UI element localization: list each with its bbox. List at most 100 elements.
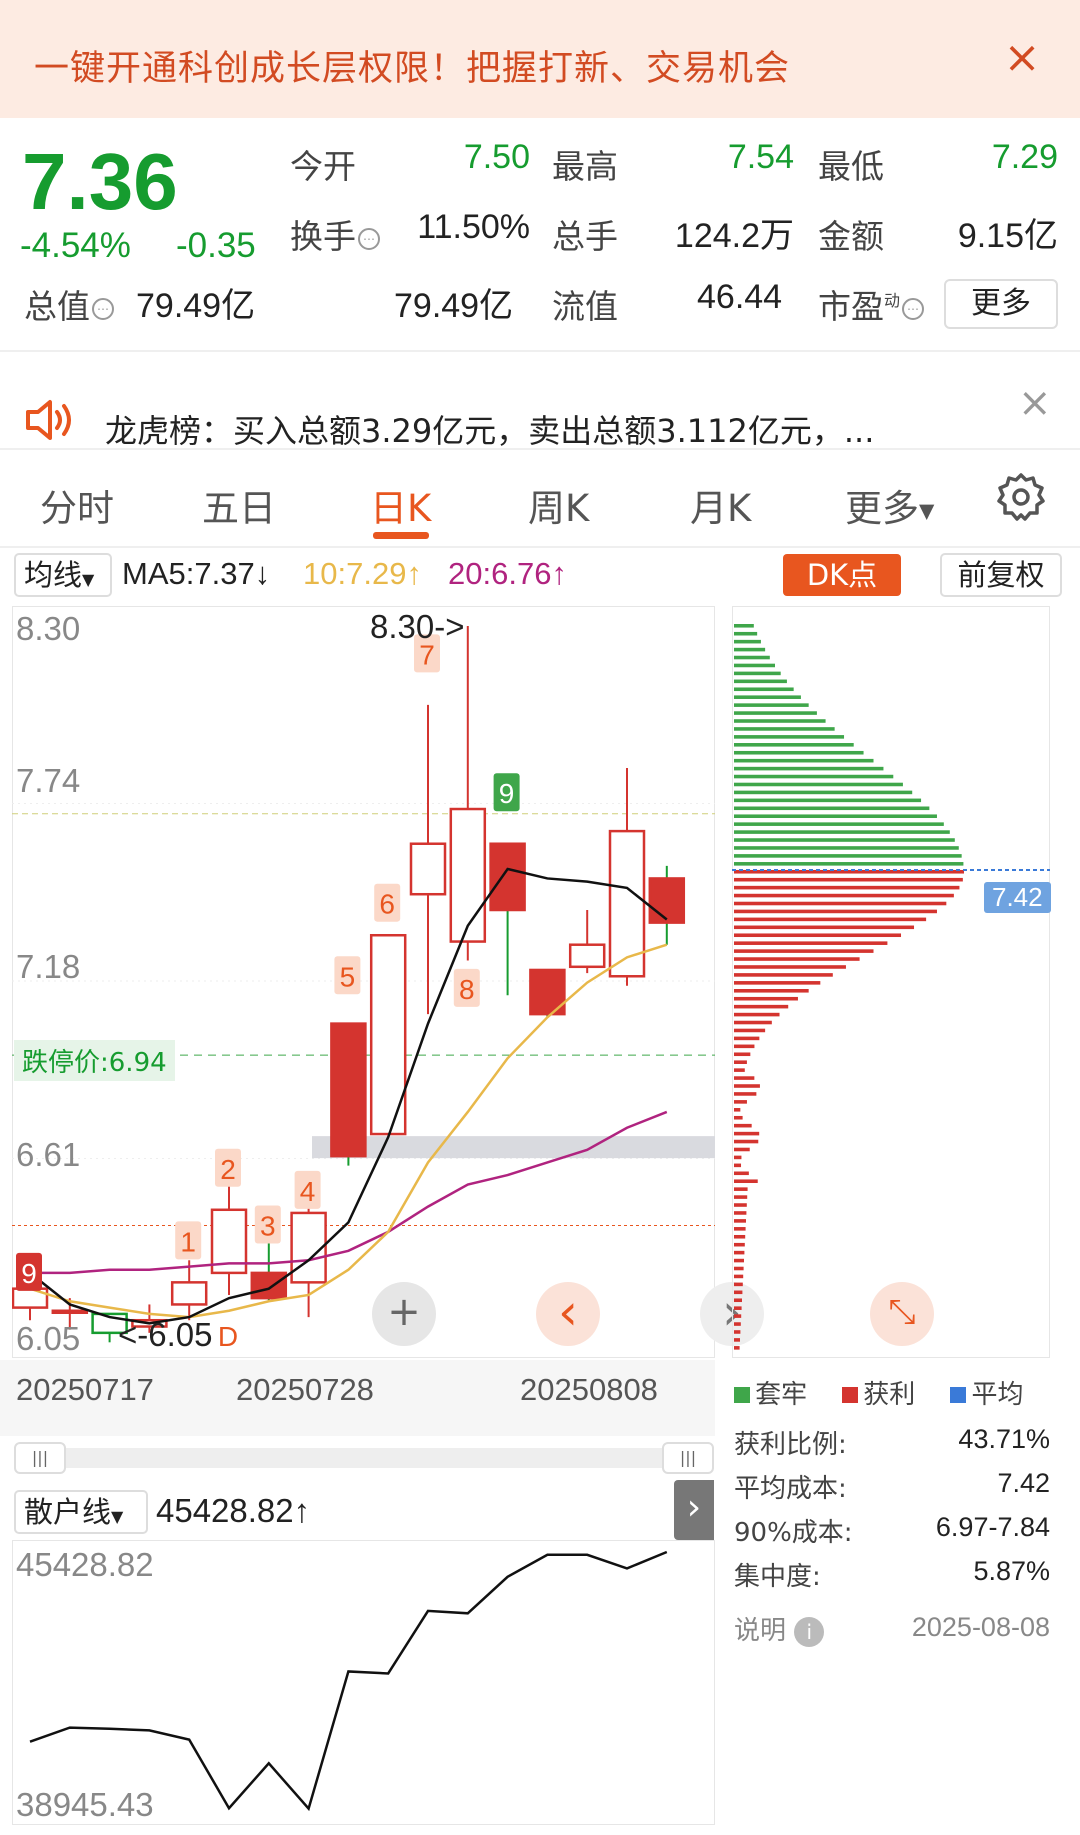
ma20-legend: 20:6.76↑ bbox=[448, 556, 567, 592]
profit-swatch bbox=[842, 1387, 859, 1403]
chip-bar bbox=[734, 679, 787, 684]
retail-line-frame bbox=[12, 1540, 715, 1825]
info-icon[interactable]: ⋯ bbox=[358, 227, 380, 250]
chip-bar bbox=[734, 1123, 752, 1128]
kline-chart[interactable]: 9 D 1 234 5 6 7 8 9 bbox=[12, 606, 715, 1358]
y-tick-label: 8.30 bbox=[16, 610, 81, 647]
sub-indicator-selector[interactable]: 散户线▼ bbox=[14, 1490, 148, 1534]
chip-bar bbox=[734, 854, 962, 858]
chip-bar bbox=[734, 1092, 757, 1096]
range-handle-right[interactable]: ||| bbox=[662, 1442, 714, 1474]
quote-label-text: 市盈 bbox=[818, 287, 884, 326]
y-tick-label: 7.18 bbox=[16, 948, 81, 985]
y-tick-label: 6.61 bbox=[16, 1136, 81, 1173]
svg-text:6: 6 bbox=[379, 889, 395, 920]
chip-bar bbox=[734, 671, 781, 676]
tab-five-day[interactable]: 五日 bbox=[202, 487, 276, 530]
close-icon[interactable]: × bbox=[1003, 32, 1041, 83]
expand-icon[interactable]: ⤡ bbox=[870, 1282, 934, 1346]
chip-bar bbox=[734, 1163, 742, 1168]
range-handle-left[interactable]: ||| bbox=[14, 1442, 66, 1474]
note-link[interactable]: 说明 i bbox=[734, 1610, 825, 1647]
pe-dynamic-superscript: 动 bbox=[884, 291, 901, 310]
y-tick-label: 45428.82 bbox=[16, 1546, 154, 1583]
chip-bar bbox=[734, 774, 894, 779]
chip-bar bbox=[734, 1338, 740, 1342]
quote-value: 124.2万 bbox=[674, 217, 794, 255]
quote-label: 今开 bbox=[290, 140, 356, 188]
note-label: 说明 bbox=[734, 1616, 787, 1646]
up-arrow-icon: ↑ bbox=[406, 556, 422, 591]
tab-more-label: 更多 bbox=[845, 487, 919, 530]
dragon-tiger-notice[interactable]: 龙虎榜：买入总额3.29亿元，卖出总额3.112亿元，... bbox=[105, 412, 875, 450]
chip-stat-value: 43.71% bbox=[958, 1424, 1050, 1454]
range-slider-track[interactable] bbox=[14, 1448, 714, 1468]
info-icon[interactable]: ⋯ bbox=[92, 297, 114, 320]
x-tick-label: 20250717 bbox=[16, 1372, 154, 1407]
limit-down-label: 跌停价:6.94 bbox=[14, 1040, 175, 1081]
promo-banner-text[interactable]: 一键开通科创成长层权限！把握打新、交易机会 bbox=[34, 49, 791, 89]
tab-monthly-k[interactable]: 月K bbox=[690, 487, 752, 530]
change-percent: -4.54% bbox=[20, 226, 131, 265]
candle-body bbox=[369, 933, 407, 1136]
chevron-right-icon[interactable]: › bbox=[674, 1480, 714, 1540]
forward-adjust-button[interactable]: 前复权 bbox=[940, 553, 1062, 597]
chip-bar bbox=[734, 1060, 747, 1064]
quote-value: 79.49亿 bbox=[136, 287, 256, 325]
chip-bar bbox=[734, 1282, 743, 1287]
scroll-left-button[interactable]: ‹ bbox=[536, 1282, 600, 1346]
sequence-label: 1 bbox=[175, 1221, 202, 1260]
divider bbox=[0, 546, 1080, 548]
chip-bar bbox=[734, 893, 954, 898]
tab-more[interactable]: 更多▼ bbox=[845, 478, 934, 532]
chip-bar bbox=[734, 1234, 746, 1239]
chip-bar bbox=[734, 965, 846, 969]
chip-bar bbox=[734, 869, 964, 874]
chip-bar bbox=[734, 1258, 744, 1263]
chip-bar bbox=[734, 1290, 743, 1295]
tab-weekly-k[interactable]: 周K bbox=[528, 487, 590, 530]
info-icon: i bbox=[794, 1617, 825, 1647]
chip-bar bbox=[734, 1028, 766, 1033]
tab-intraday[interactable]: 分时 bbox=[40, 487, 114, 530]
quote-label-text: 最高 bbox=[552, 147, 618, 186]
svg-text:5: 5 bbox=[340, 961, 356, 992]
chip-bar bbox=[734, 687, 794, 692]
promo-banner[interactable] bbox=[0, 0, 1080, 118]
chip-bar bbox=[734, 957, 860, 961]
chip-bar bbox=[734, 663, 776, 668]
quote-label: 市盈动 ⋯ bbox=[818, 280, 925, 328]
chip-bar bbox=[734, 647, 766, 652]
sequence-label: 3 bbox=[254, 1205, 281, 1244]
chip-stat-label: 集中度: bbox=[734, 1562, 821, 1592]
indicator-selector[interactable]: 均线▼ bbox=[14, 553, 112, 597]
kline-chart-frame[interactable] bbox=[12, 606, 715, 1358]
chip-distribution-frame bbox=[732, 606, 1050, 1358]
dk-point-button[interactable]: DK点 bbox=[783, 554, 901, 596]
chip-bar bbox=[734, 909, 937, 914]
more-button[interactable]: 更多 bbox=[944, 279, 1058, 329]
ma5-line bbox=[29, 867, 668, 1325]
chip-bar bbox=[734, 1187, 748, 1191]
svg-text:2: 2 bbox=[220, 1154, 236, 1185]
chip-bar bbox=[734, 996, 798, 1001]
settings-gear-icon[interactable] bbox=[996, 472, 1046, 522]
ma10-line bbox=[29, 943, 668, 1319]
chip-bar bbox=[734, 1100, 747, 1104]
quote-label-text: 流值 bbox=[552, 287, 618, 326]
chip-stat-value: 5.87% bbox=[973, 1556, 1050, 1586]
chip-bar bbox=[734, 1211, 747, 1215]
tab-daily-k[interactable]: 日K bbox=[370, 487, 432, 530]
close-icon[interactable]: × bbox=[1018, 380, 1052, 426]
info-icon[interactable]: ⋯ bbox=[902, 297, 925, 320]
y-tick-label: 6.05 bbox=[16, 1320, 81, 1357]
quote-value: 46.44 bbox=[697, 278, 783, 316]
zoom-in-button[interactable]: + bbox=[372, 1282, 436, 1346]
svg-text:1: 1 bbox=[180, 1226, 196, 1257]
divider bbox=[0, 350, 1080, 352]
chip-bar bbox=[734, 941, 888, 945]
x-tick-label: 20250728 bbox=[236, 1372, 374, 1407]
quote-label: 流值 bbox=[552, 280, 618, 328]
candle-body bbox=[449, 807, 487, 943]
sequence-label: 4 bbox=[294, 1170, 321, 1209]
